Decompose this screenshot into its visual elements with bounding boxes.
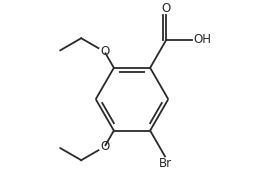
Text: Br: Br bbox=[158, 157, 172, 170]
Text: O: O bbox=[100, 140, 109, 153]
Text: O: O bbox=[100, 45, 109, 58]
Text: OH: OH bbox=[193, 33, 211, 46]
Text: O: O bbox=[162, 2, 171, 15]
